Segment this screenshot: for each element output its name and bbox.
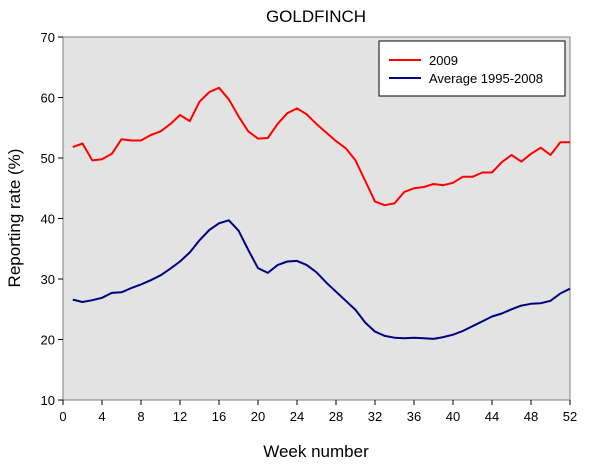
- y-tick-label: 20: [41, 333, 55, 348]
- x-tick-label: 48: [524, 409, 538, 424]
- x-tick-label: 52: [563, 409, 577, 424]
- y-axis-label: Reporting rate (%): [5, 149, 24, 288]
- y-tick-label: 40: [41, 212, 55, 227]
- y-tick-label: 70: [41, 30, 55, 45]
- legend-label-average: Average 1995-2008: [429, 71, 543, 86]
- x-tick-label: 16: [212, 409, 226, 424]
- x-tick-label: 20: [251, 409, 265, 424]
- plot-area: [62, 36, 571, 401]
- x-tick-label: 28: [329, 409, 343, 424]
- x-tick-label: 40: [446, 409, 460, 424]
- legend-label-2009: 2009: [429, 53, 458, 68]
- legend-box: [378, 40, 566, 97]
- x-axis-label: Week number: [263, 442, 369, 461]
- y-tick-label: 50: [41, 151, 55, 166]
- x-tick-label: 44: [485, 409, 499, 424]
- x-tick-label: 4: [98, 409, 105, 424]
- y-tick-label: 10: [41, 393, 55, 408]
- legend: 2009 Average 1995-2008: [378, 40, 566, 97]
- x-tick-label: 8: [137, 409, 144, 424]
- chart-title: GOLDFINCH: [266, 7, 366, 26]
- x-tick-label: 12: [173, 409, 187, 424]
- x-tick-label: 36: [407, 409, 421, 424]
- series-line-2009: [72, 86, 570, 207]
- x-tick-label: 32: [368, 409, 382, 424]
- y-tick-label: 60: [41, 91, 55, 106]
- x-tick-label: 24: [290, 409, 304, 424]
- series-line-average: [72, 219, 571, 340]
- y-tick-label: 30: [41, 272, 55, 287]
- x-tick-label: 0: [59, 409, 66, 424]
